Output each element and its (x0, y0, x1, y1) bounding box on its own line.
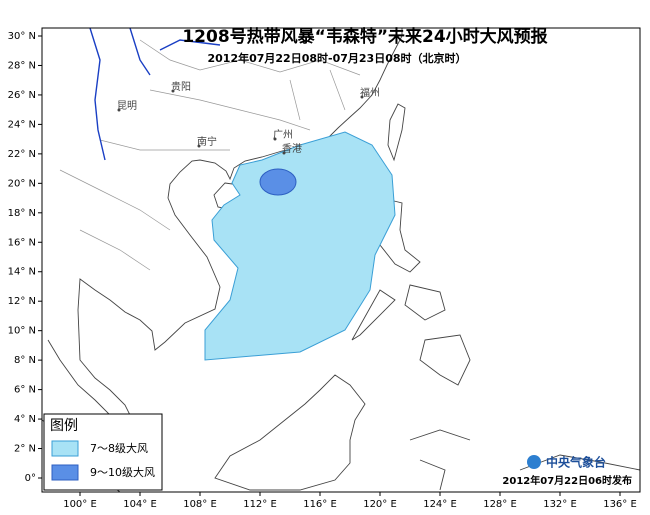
lon-label: 128° E (483, 499, 517, 510)
province-borders (59, 39, 361, 271)
visayas-islands (351, 284, 446, 341)
place-label: 香港 (282, 143, 302, 155)
rivers (89, 27, 221, 161)
agency-logo (527, 455, 541, 469)
place-dot (197, 144, 201, 148)
lon-label: 136° E (603, 499, 637, 510)
agency-name: 中央气象台 (546, 455, 606, 470)
lat-label: 30° N (8, 31, 36, 42)
place-dot (273, 137, 277, 141)
taiwan-island (387, 103, 406, 162)
map-frame (41, 27, 641, 493)
place-label: 昆明 (117, 100, 137, 112)
lat-label: 10° N (8, 326, 36, 337)
place-dot (171, 89, 175, 93)
lon-label: 132° E (543, 499, 577, 510)
legend-swatch (51, 440, 79, 457)
gale-area-force-7-8 (204, 131, 396, 361)
place-label: 广州 (273, 129, 293, 141)
lat-label: 12° N (8, 296, 36, 307)
lon-label: 116° E (303, 499, 337, 510)
place-label: 贵阳 (171, 80, 191, 93)
lat-label: 28° N (8, 60, 36, 71)
lat-label: 24° N (8, 119, 36, 130)
lat-label: 26° N (8, 90, 36, 101)
place-dot (117, 108, 121, 112)
legend-swatch (51, 464, 79, 481)
legend-title: 图例 (50, 418, 78, 434)
legend: 图例 7～8级大风 9～10级大风 (43, 413, 163, 491)
lon-label: 112° E (243, 499, 277, 510)
place-label: 南宁 (197, 135, 217, 148)
lon-label: 124° E (423, 499, 457, 510)
map-title: 1208号热带风暴“韦森特”未来24小时大风预报 (182, 26, 547, 47)
lat-label: 22° N (8, 149, 36, 160)
lat-label: 14° N (8, 267, 36, 278)
lon-label: 100° E (63, 499, 97, 510)
lat-label: 8° N (14, 355, 36, 366)
lat-label: 16° N (8, 237, 36, 248)
mindanao-island (419, 334, 471, 386)
legend-label: 9～10级大风 (90, 465, 155, 479)
place-label: 福州 (360, 86, 380, 99)
gale-area-force-9-10 (259, 168, 297, 196)
legend-label: 7～8级大风 (90, 441, 148, 455)
place-dot (360, 95, 364, 99)
lon-label: 108° E (183, 499, 217, 510)
lat-label: 0° (25, 473, 36, 484)
lon-label: 120° E (363, 499, 397, 510)
borneo-island (214, 374, 366, 491)
lat-label: 18° N (8, 208, 36, 219)
lat-label: 2° N (14, 444, 36, 455)
sulawesi-coast (409, 429, 471, 491)
issue-time: 2012年07月22日06时发布 (502, 474, 632, 487)
lon-label: 104° E (123, 499, 157, 510)
map-subtitle: 2012年07月22日08时-07月23日08时（北京时） (207, 51, 466, 65)
lat-label: 20° N (8, 178, 36, 189)
place-dot (282, 151, 286, 155)
lat-label: 6° N (14, 385, 36, 396)
lat-label: 4° N (14, 414, 36, 425)
